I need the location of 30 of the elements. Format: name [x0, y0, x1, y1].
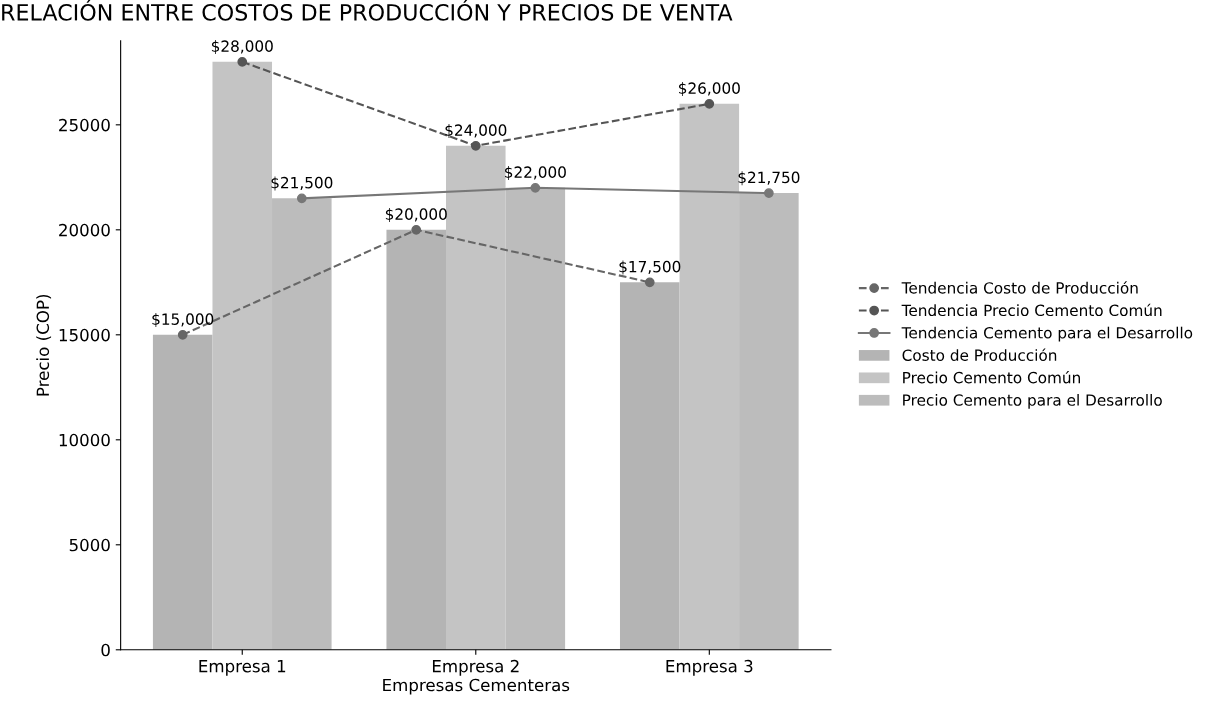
- data-label: $26,000: [678, 82, 740, 96]
- x-tick-label: Empresa 1: [199, 660, 286, 676]
- data-label: $20,000: [385, 208, 447, 222]
- legend-label: Precio Cemento para el Desarrollo: [903, 393, 1162, 409]
- y-tick-label: 20000: [59, 223, 110, 237]
- x-tick-label: Empresa 3: [666, 659, 753, 676]
- legend-label: Tendencia Costo de Producción: [901, 281, 1138, 294]
- legend-label: Precio Cemento Común: [903, 370, 1080, 384]
- data-label: $21,750: [738, 171, 800, 186]
- legend-label: Costo de Producción: [902, 348, 1057, 361]
- x-axis-title: Empresas Cementeras: [383, 678, 570, 695]
- data-label: $21,500: [271, 176, 333, 191]
- data-label: $28,000: [211, 40, 273, 54]
- data-label: $22,000: [505, 166, 566, 180]
- chart-title: RELACIÓN ENTRE COSTOS DE PRODUCCIÓN Y PRECIOS DE VENTA: [2, 0, 733, 21]
- bar: [386, 229, 447, 650]
- y-tick-label: 25000: [59, 118, 110, 132]
- legend-label: Tendencia Cemento para el Desarrollo: [901, 326, 1193, 342]
- y-tick-label: 10000: [59, 433, 110, 447]
- data-label: $17,500: [619, 260, 681, 275]
- bar: [152, 334, 213, 650]
- legend-label: Tendencia Precio Cemento Común: [901, 303, 1162, 317]
- data-label: $24,000: [445, 124, 507, 138]
- y-tick-label: 15000: [59, 328, 110, 342]
- data-label: $15,000: [152, 313, 214, 327]
- x-tick-label: Empresa 2: [432, 659, 519, 676]
- y-axis-title: Precio (COP): [36, 294, 52, 396]
- bar: [619, 282, 680, 650]
- y-tick-label: 0: [101, 643, 110, 657]
- y-tick-label: 5000: [69, 538, 110, 552]
